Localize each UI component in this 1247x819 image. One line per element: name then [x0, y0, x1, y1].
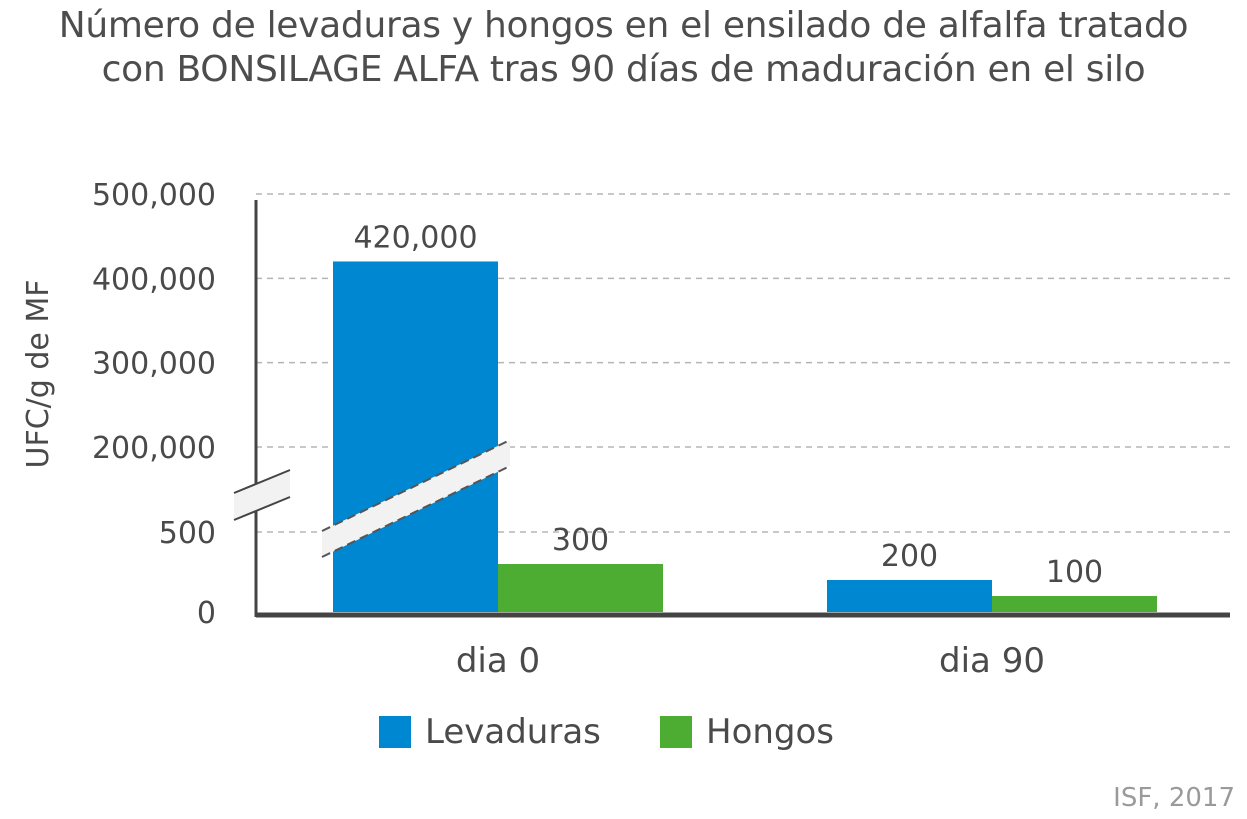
bar-hongos-0 — [498, 564, 663, 612]
data-label: 300 — [552, 523, 609, 558]
x-category-label: dia 90 — [939, 641, 1045, 681]
bar-break-band — [322, 440, 510, 557]
y-tick-label: 400,000 — [92, 262, 216, 297]
axes — [254, 200, 1230, 618]
bar-break-line-bottom — [321, 465, 511, 558]
x-category-label: dia 0 — [456, 641, 540, 681]
legend-swatch-levaduras — [379, 716, 411, 748]
y-tick-labels: 0 500 200,000 300,000 400,000 500,000 — [92, 178, 216, 631]
grid-lines — [256, 193, 1230, 533]
axis-break-line-top — [233, 469, 291, 494]
y-tick-label: 500,000 — [92, 178, 216, 213]
legend-swatch-hongos — [660, 716, 692, 748]
legend-label-levaduras: Levaduras — [425, 712, 601, 752]
bar-levaduras-1 — [827, 580, 992, 612]
chart-title-line-2: con BONSILAGE ALFA tras 90 días de madur… — [101, 49, 1146, 90]
y-tick-label: 300,000 — [92, 347, 216, 382]
y-tick-label: 0 — [197, 596, 216, 631]
chart-title-line-1: Número de levaduras y hongos en el ensil… — [58, 5, 1189, 46]
y-axis-title: UFC/g de MF — [21, 279, 56, 468]
legend-label-hongos: Hongos — [706, 712, 834, 752]
axis-break-marks — [233, 439, 511, 558]
data-labels: 420,000 300 200 100 — [353, 220, 1103, 590]
bar-break-line-top — [321, 439, 511, 532]
bars — [333, 261, 1157, 612]
y-tick-label: 200,000 — [92, 431, 216, 466]
legend: Levaduras Hongos — [379, 712, 834, 752]
axis-break-line-bottom — [233, 496, 291, 521]
data-label: 200 — [881, 539, 938, 574]
bar-hongos-1 — [992, 596, 1157, 612]
axis-break-band — [234, 470, 290, 520]
x-category-labels: dia 0 dia 90 — [456, 641, 1045, 681]
data-label: 100 — [1046, 555, 1103, 590]
data-label: 420,000 — [353, 220, 477, 255]
chart-title: Número de levaduras y hongos en el ensil… — [0, 4, 1247, 92]
bar-levaduras-0 — [333, 261, 498, 612]
source-note: ISF, 2017 — [1113, 783, 1235, 813]
y-tick-label: 500 — [159, 516, 216, 551]
